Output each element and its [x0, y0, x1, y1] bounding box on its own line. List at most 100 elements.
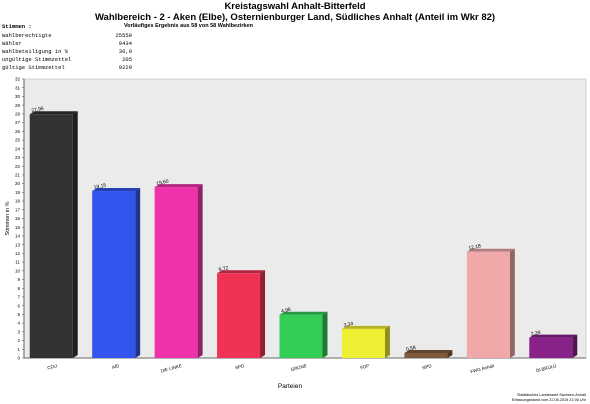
- data-label: 19,60: [156, 179, 170, 188]
- y-tick-label: 8: [17, 286, 20, 291]
- x-tick-label: NPD: [422, 363, 433, 370]
- y-axis-title: Stimmen in %: [5, 201, 11, 235]
- y-tick-label: 6: [17, 303, 20, 308]
- result-note: Vorläufiges Ergebnis aus 58 von 58 Wahlb…: [124, 23, 253, 29]
- bar: [529, 337, 573, 358]
- stat-label: Wahlbeteiligung in %: [2, 48, 69, 55]
- y-tick-label: 9: [17, 277, 20, 282]
- bar-side: [322, 311, 328, 358]
- y-tick-label: 21: [15, 173, 21, 178]
- bar-top: [466, 248, 515, 252]
- stat-value: 9434: [118, 40, 132, 47]
- bar-top: [279, 311, 328, 315]
- bar-side: [260, 270, 266, 358]
- bar: [341, 328, 385, 358]
- y-tick-label: 14: [15, 234, 21, 239]
- x-axis-title: Parteien: [278, 383, 303, 390]
- x-tick-label: FWG Anhalt: [470, 363, 495, 374]
- stat-row-valid: gültige Stimmzettel 9229: [2, 64, 132, 71]
- data-label: 3,34: [343, 321, 354, 329]
- y-tick-label: 1: [17, 347, 20, 352]
- y-tick-label: 18: [15, 199, 21, 204]
- stats-heading: Stimmen :: [2, 23, 32, 30]
- bar-side: [572, 334, 578, 358]
- bar-top: [341, 325, 390, 329]
- bar-side: [509, 248, 515, 358]
- y-tick-label: 31: [15, 85, 21, 90]
- data-label: 4,96: [281, 307, 292, 315]
- bar: [154, 187, 198, 358]
- y-tick-label: 24: [15, 146, 21, 151]
- stat-row-turnout: Wahlbeteiligung in % 36,9: [2, 48, 132, 55]
- stat-row-eligible: Wahlberechtigte 25550: [2, 32, 132, 39]
- data-label: 12,18: [468, 243, 482, 252]
- y-tick-label: 25: [15, 138, 21, 143]
- bar-top: [529, 334, 578, 338]
- y-tick-label: 15: [15, 225, 21, 230]
- bar: [279, 314, 323, 358]
- stat-label: Wahlberechtigte: [2, 32, 52, 39]
- y-tick-label: 30: [15, 94, 21, 99]
- x-tick-label: SPD: [235, 363, 246, 370]
- y-tick-label: 16: [15, 216, 21, 221]
- x-tick-label: FDP: [360, 363, 370, 370]
- y-tick-label: 11: [15, 260, 20, 265]
- x-tick-label: AfD: [111, 363, 120, 370]
- stat-label: ungültige Stimmzettel: [2, 56, 72, 63]
- bar-top: [217, 270, 266, 274]
- stat-value: 205: [122, 56, 132, 63]
- data-label: 19,15: [93, 182, 107, 191]
- bar-side: [384, 325, 390, 358]
- y-tick-label: 22: [15, 164, 21, 169]
- y-tick-label: 13: [15, 242, 21, 247]
- stat-row-invalid: ungültige Stimmzettel 205: [2, 56, 132, 63]
- bar: [92, 191, 136, 358]
- y-tick-label: 5: [17, 312, 20, 317]
- bar: [29, 114, 73, 358]
- data-label: 0,58: [406, 345, 417, 353]
- y-tick-label: 3: [17, 329, 20, 334]
- stat-row-voters: Wähler 9434: [2, 40, 132, 47]
- y-tick-label: 29: [15, 103, 21, 108]
- bar: [217, 273, 261, 358]
- y-tick-label: 32: [15, 77, 21, 82]
- bar-side: [447, 349, 453, 358]
- y-tick-label: 27: [15, 120, 21, 125]
- stat-label: Wähler: [2, 40, 22, 47]
- x-tick-label: Öl BRÜLÜ: [535, 362, 557, 373]
- y-tick-label: 7: [17, 295, 20, 300]
- bar-top: [92, 188, 141, 192]
- chart-subtitle: Wahlbereich - 2 - Aken (Elbe), Osternien…: [94, 12, 496, 23]
- stat-value: 9229: [118, 64, 132, 71]
- bar-side: [197, 184, 203, 358]
- bar-top: [404, 349, 453, 353]
- y-tick-label: 17: [15, 207, 21, 212]
- chart-title: Kreistagswahl Anhalt-Bitterfeld: [224, 1, 366, 12]
- y-tick-label: 12: [15, 251, 21, 256]
- data-label: 2,34: [530, 330, 541, 338]
- bar-side: [135, 188, 141, 358]
- bar: [466, 251, 510, 358]
- bar-top: [154, 184, 203, 188]
- stat-label: gültige Stimmzettel: [2, 64, 65, 71]
- stat-value: 36,9: [118, 48, 132, 55]
- y-tick-label: 19: [15, 190, 21, 195]
- stat-value: 25550: [115, 32, 132, 39]
- y-tick-label: 20: [15, 181, 21, 186]
- labels: 27,96 CDU 19,15 AfD 19,60 DIE LINKE 9,72 SPD 4,9…: [31, 106, 557, 375]
- y-tick-label: 10: [15, 268, 21, 273]
- x-tick-label: CDU: [47, 363, 58, 370]
- bar: [404, 352, 448, 358]
- y-tick-label: 2: [17, 338, 20, 343]
- footer-timestamp: Erfassungsstand vom 22.06.2019 21:06 Uhr: [511, 398, 586, 402]
- data-label: 9,72: [218, 265, 229, 273]
- bar-side: [72, 111, 78, 358]
- y-tick-label: 23: [15, 155, 21, 160]
- data-label: 27,96: [31, 106, 45, 115]
- y-tick-label: 4: [17, 321, 20, 326]
- bars: [29, 111, 578, 358]
- footer-source: Statistisches Landesamt Sachsen-Anhalt: [516, 393, 586, 397]
- x-tick-label: DIE LINKE: [160, 363, 182, 373]
- y-tick-label: 0: [17, 356, 20, 361]
